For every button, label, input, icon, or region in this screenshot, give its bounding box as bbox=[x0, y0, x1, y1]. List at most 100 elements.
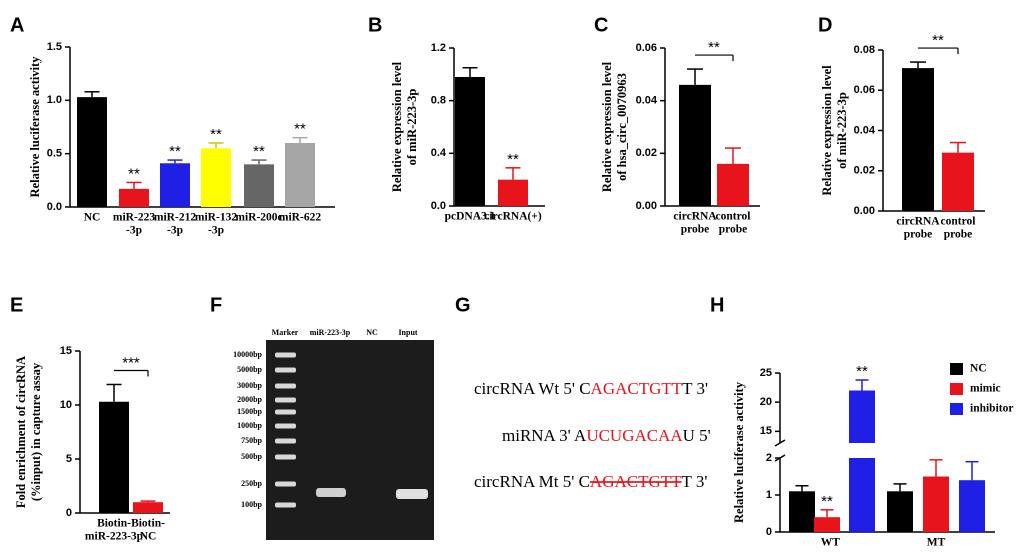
significance-label: ** bbox=[128, 165, 140, 182]
sequence-segment: circRNA Wt 5' C bbox=[474, 379, 591, 398]
panel-letter: G bbox=[455, 294, 471, 316]
bar bbox=[887, 491, 913, 532]
sequence-segment: T 3' bbox=[682, 472, 708, 491]
x-tick-label: probe bbox=[944, 229, 973, 241]
y-tick-label: 5 bbox=[66, 453, 72, 465]
x-tick-label: -3p bbox=[167, 225, 183, 237]
x-tick-label: miR-212 bbox=[154, 212, 196, 224]
x-tick-label: pcDNA3.1 bbox=[445, 211, 496, 223]
gel-band bbox=[316, 488, 346, 497]
ladder-band bbox=[275, 481, 296, 487]
x-tick-label: circRNA bbox=[673, 211, 717, 223]
y-tick-label: 15 bbox=[760, 425, 772, 437]
ladder-band bbox=[275, 367, 296, 373]
significance-label: ** bbox=[821, 493, 833, 510]
significance-label: ** bbox=[507, 151, 519, 168]
ladder-band bbox=[275, 454, 296, 460]
bar bbox=[942, 152, 974, 211]
sequence-segment: T 3' bbox=[682, 379, 708, 398]
x-tick-label: miR-132 bbox=[195, 212, 237, 224]
x-tick-label: probe bbox=[681, 224, 710, 236]
y-axis-label: (%input) in capture assay bbox=[29, 362, 43, 501]
ladder-band bbox=[275, 397, 296, 403]
y-axis-label: of hsa_circ_0070963 bbox=[615, 73, 629, 181]
bar bbox=[902, 68, 934, 211]
y-tick-label: 25 bbox=[760, 367, 772, 379]
bar bbox=[679, 84, 711, 206]
x-tick-label: miR-223-3p bbox=[85, 531, 143, 543]
bar bbox=[244, 164, 274, 207]
x-tick-label: control bbox=[716, 211, 751, 223]
significance-label: ** bbox=[294, 121, 306, 138]
x-tick-label: probe bbox=[719, 224, 748, 236]
sequence-segment: AGACTGTT bbox=[590, 472, 682, 491]
sequence-line: circRNA Mt 5' CAGACTGTTT 3' bbox=[474, 472, 707, 491]
x-tick-label: miR-200c bbox=[235, 212, 282, 224]
sequence-segment: miRNA 3' A bbox=[502, 426, 587, 445]
sequence-line: circRNA Wt 5' CAGACTGTTT 3' bbox=[474, 379, 708, 398]
y-tick-label: 15 bbox=[60, 345, 72, 357]
significance-label: ** bbox=[856, 363, 868, 380]
x-tick-label: -3p bbox=[126, 225, 142, 237]
x-tick-label: miR-622 bbox=[279, 212, 321, 224]
lane-label: miR-223-3p bbox=[310, 328, 351, 337]
y-tick-label: 1.5 bbox=[47, 41, 62, 53]
y-tick-label: 1.2 bbox=[431, 42, 446, 54]
y-tick-label: 20 bbox=[760, 396, 772, 408]
ladder-label: 2000bp bbox=[237, 395, 262, 404]
bar bbox=[959, 480, 985, 532]
ladder-band bbox=[275, 423, 296, 429]
y-tick-label: 0.5 bbox=[47, 148, 62, 160]
bar bbox=[455, 76, 485, 206]
panel-letter: A bbox=[10, 14, 24, 36]
ladder-label: 100bp bbox=[241, 500, 262, 509]
bar bbox=[814, 517, 840, 532]
ladder-label: 3000bp bbox=[237, 381, 262, 390]
y-tick-label: 10 bbox=[60, 399, 72, 411]
y-axis-label: of miR-223-3p bbox=[405, 89, 419, 166]
ladder-band bbox=[275, 438, 296, 444]
y-axis-label: Fold enrichment of circRNA bbox=[14, 356, 28, 508]
bar bbox=[849, 390, 875, 443]
x-tick-label: control bbox=[941, 216, 976, 228]
x-tick-label: NC bbox=[140, 531, 157, 543]
ladder-label: 10000bp bbox=[233, 350, 262, 359]
panel-letter: C bbox=[594, 14, 608, 36]
sequence-segment: AGACTGTT bbox=[591, 379, 683, 398]
ladder-label: 1000bp bbox=[237, 421, 262, 430]
y-tick-label: 1 bbox=[766, 489, 772, 501]
panel-letter: B bbox=[368, 14, 382, 36]
sequence-segment: UCUGACAA bbox=[586, 426, 683, 445]
y-tick-label: 0.04 bbox=[636, 95, 658, 107]
y-tick-label: 0.06 bbox=[636, 42, 657, 54]
y-axis-label: Relative luciferase activity bbox=[732, 381, 746, 523]
bar bbox=[498, 179, 528, 206]
y-tick-label: 0.02 bbox=[636, 147, 657, 159]
bar bbox=[717, 163, 749, 206]
y-axis-label: Relative expression level bbox=[820, 65, 834, 196]
y-tick-label: 0.06 bbox=[854, 84, 875, 96]
sequence-segment: U 5' bbox=[683, 426, 711, 445]
ladder-label: 5000bp bbox=[237, 365, 262, 374]
x-tick-label: WT bbox=[821, 537, 841, 549]
ladder-band bbox=[275, 502, 296, 508]
y-axis-label: Relative expression level bbox=[600, 61, 614, 192]
ladder-label: 250bp bbox=[241, 479, 262, 488]
bar bbox=[99, 401, 129, 513]
bar bbox=[133, 502, 163, 513]
x-tick-label: probe bbox=[904, 229, 933, 241]
ladder-label: 1500bp bbox=[237, 407, 262, 416]
significance-label: ** bbox=[708, 39, 720, 56]
panel-letter: D bbox=[818, 14, 832, 36]
legend-label: NC bbox=[970, 363, 987, 375]
y-tick-label: 0.0 bbox=[47, 201, 62, 213]
x-tick-label: Biotin- bbox=[131, 518, 165, 530]
x-tick-label: miR-223 bbox=[113, 212, 155, 224]
y-tick-label: 0.08 bbox=[854, 44, 875, 56]
panel-letter: E bbox=[10, 294, 23, 316]
bar bbox=[119, 188, 149, 207]
bar bbox=[285, 143, 315, 207]
y-axis-label: Relative luciferase activity bbox=[28, 56, 42, 198]
y-tick-label: 0.8 bbox=[431, 95, 446, 107]
bar bbox=[849, 458, 875, 532]
